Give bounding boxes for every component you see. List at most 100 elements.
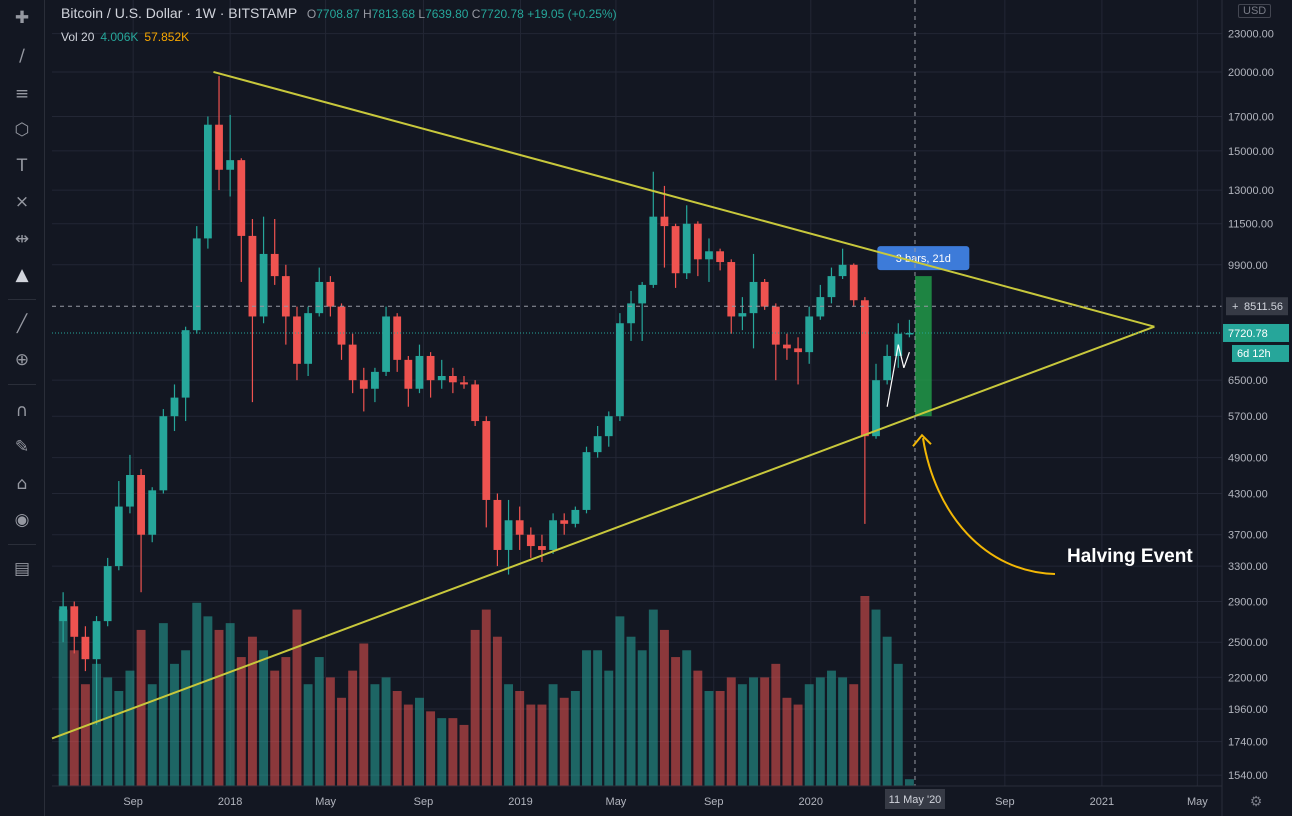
volume-bar bbox=[470, 629, 480, 786]
volume-bar bbox=[582, 650, 591, 786]
candle bbox=[660, 216, 669, 227]
crosshair-price-tag: 8511.56 bbox=[1244, 301, 1283, 313]
last-price-tag: 7720.78 bbox=[1228, 328, 1268, 340]
measure-icon[interactable]: ⇹ bbox=[14, 229, 30, 249]
trendline-pullback-c[interactable] bbox=[903, 351, 910, 369]
candle bbox=[437, 375, 446, 381]
candle bbox=[794, 348, 802, 353]
price-tick-label: 5700.00 bbox=[1228, 411, 1268, 423]
fib-icon[interactable]: ≡ bbox=[14, 84, 30, 104]
candle bbox=[103, 566, 112, 622]
price-tick-label: 2900.00 bbox=[1228, 597, 1268, 609]
candle bbox=[716, 251, 725, 263]
candle bbox=[471, 384, 480, 422]
time-tick-label: May bbox=[315, 796, 336, 808]
volume-bar bbox=[58, 609, 68, 786]
volume-bar bbox=[225, 623, 235, 786]
trend-line-icon[interactable]: ∕ bbox=[19, 46, 25, 66]
high-value: 7813.68 bbox=[371, 7, 416, 21]
lock-drawings-icon[interactable]: ✎ bbox=[14, 437, 30, 457]
annotation-arrow-head bbox=[912, 433, 932, 447]
date-range-box[interactable] bbox=[914, 276, 932, 417]
candle bbox=[259, 253, 268, 317]
price-tick-label: 4900.00 bbox=[1228, 453, 1268, 465]
countdown-tag-bg bbox=[1232, 344, 1289, 362]
trendline-pullback-a[interactable] bbox=[886, 344, 899, 407]
unlock-icon[interactable]: ⌂ bbox=[16, 474, 28, 494]
symbol-interval[interactable]: 1W bbox=[194, 5, 216, 21]
volume-bar bbox=[882, 636, 892, 786]
volume-bar bbox=[381, 677, 391, 786]
drawing-toolbar: ✚ ∕ ≡ ⬡ T ⨯ ⇹ ▲ ╱ ⊕ ∩ ✎ ⌂ ◉ ▤ bbox=[0, 0, 45, 816]
candle bbox=[705, 251, 713, 260]
trendline-pullback-b[interactable] bbox=[897, 344, 905, 368]
candle bbox=[415, 355, 424, 389]
volume-bar bbox=[526, 704, 536, 786]
text-icon[interactable]: T bbox=[16, 156, 28, 176]
volume-bar bbox=[203, 616, 213, 786]
candle bbox=[293, 316, 301, 364]
price-tick-label: 13000.00 bbox=[1228, 185, 1274, 197]
candle bbox=[905, 332, 914, 335]
volume-bar bbox=[515, 691, 525, 786]
time-tick-label: Sep bbox=[704, 796, 724, 808]
candle bbox=[738, 313, 747, 317]
candle bbox=[393, 316, 402, 360]
candle bbox=[849, 264, 858, 301]
change-value: +19.05 (+0.25%) bbox=[527, 7, 617, 21]
candle bbox=[682, 223, 691, 274]
price-tick-label: 20000.00 bbox=[1228, 67, 1274, 79]
eye-icon[interactable]: ◉ bbox=[14, 510, 30, 530]
candle bbox=[604, 416, 613, 437]
volume-bar bbox=[448, 718, 458, 786]
trendline-lower[interactable] bbox=[51, 325, 1155, 740]
candle bbox=[326, 281, 335, 307]
volume-bar bbox=[737, 684, 747, 786]
time-tick-label: Sep bbox=[123, 796, 143, 808]
crosshair-date-tag-bg bbox=[884, 789, 945, 809]
forecast-icon[interactable]: ⨯ bbox=[14, 192, 30, 212]
volume-bar bbox=[348, 670, 358, 786]
ruler-icon[interactable]: ╱ bbox=[16, 314, 28, 334]
halving-event-label[interactable]: Halving Event bbox=[1067, 546, 1193, 567]
crosshair-price-plus[interactable]: + bbox=[1232, 301, 1238, 313]
crosshair-icon[interactable]: ✚ bbox=[14, 8, 30, 28]
candle bbox=[771, 306, 780, 345]
time-tick-label: 2021 bbox=[1090, 796, 1114, 808]
candle bbox=[515, 520, 524, 535]
currency-badge[interactable]: USD bbox=[1238, 4, 1272, 18]
candle bbox=[304, 313, 313, 364]
candle bbox=[816, 297, 825, 317]
price-chart[interactable]: 3 bars, 21d 23000.00 20000.00 17000.00 15000… bbox=[45, 0, 1292, 816]
patterns-icon[interactable]: ⬡ bbox=[14, 120, 30, 140]
zoom-icon[interactable]: ⊕ bbox=[14, 350, 30, 370]
volume-bar bbox=[693, 670, 703, 786]
price-tick-label: 17000.00 bbox=[1228, 112, 1274, 124]
price-tick-label: 4300.00 bbox=[1228, 488, 1268, 500]
countdown-tag: 6d 12h bbox=[1237, 348, 1271, 360]
annotation-arrow[interactable] bbox=[921, 438, 1056, 575]
price-axis[interactable] bbox=[1222, 0, 1292, 816]
candle bbox=[92, 621, 101, 660]
candle bbox=[616, 323, 624, 417]
volume-bar bbox=[593, 650, 603, 786]
price-tick-label: 3300.00 bbox=[1228, 561, 1268, 573]
volume-bar bbox=[782, 697, 792, 786]
warning-icon[interactable]: ▲ bbox=[15, 265, 29, 285]
low-value: 7639.80 bbox=[425, 7, 469, 21]
price-tick-label: 2500.00 bbox=[1228, 637, 1268, 649]
candle bbox=[571, 509, 580, 524]
candle bbox=[649, 216, 658, 285]
volume-bar bbox=[426, 711, 436, 786]
settings-gear-icon[interactable]: ⚙ bbox=[1250, 794, 1263, 810]
candle bbox=[493, 499, 502, 550]
trash-icon[interactable]: ▤ bbox=[13, 559, 31, 579]
trendline-upper[interactable] bbox=[213, 70, 1155, 328]
candle bbox=[783, 344, 791, 349]
time-tick-label: 2020 bbox=[799, 796, 823, 808]
open-value: 7708.87 bbox=[316, 7, 360, 21]
volume-bar bbox=[492, 636, 502, 786]
candle bbox=[114, 506, 123, 567]
date-range-label-box bbox=[877, 246, 970, 271]
magnet-icon[interactable]: ∩ bbox=[15, 401, 29, 421]
